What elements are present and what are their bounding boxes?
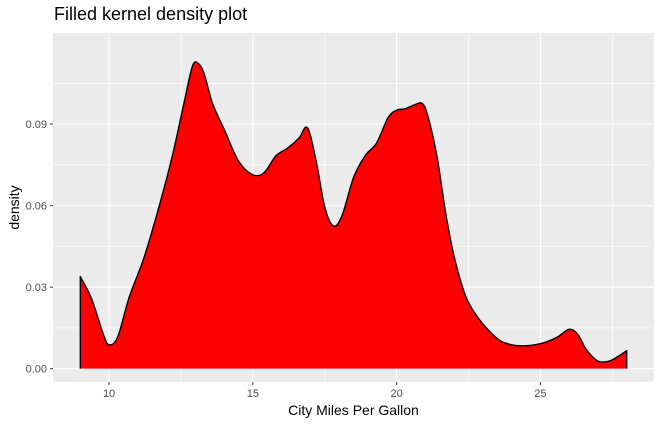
x-axis-title: City Miles Per Gallon — [288, 402, 419, 418]
x-tick-label: 10 — [103, 388, 115, 400]
y-tick-label: 0.00 — [26, 364, 47, 376]
x-tick-label: 20 — [391, 388, 403, 400]
chart-title: Filled kernel density plot — [54, 4, 248, 24]
x-tick-label: 25 — [534, 388, 546, 400]
density-area — [80, 61, 627, 369]
x-axis: 10 15 20 25 — [103, 382, 547, 400]
y-tick-label: 0.03 — [26, 282, 47, 294]
y-axis: 0.00 0.03 0.06 0.09 — [26, 119, 53, 376]
y-tick-label: 0.06 — [26, 201, 47, 213]
density-line — [79, 61, 628, 369]
y-tick-label: 0.09 — [26, 119, 47, 131]
y-axis-title: density — [6, 185, 22, 229]
x-tick-label: 15 — [247, 388, 259, 400]
